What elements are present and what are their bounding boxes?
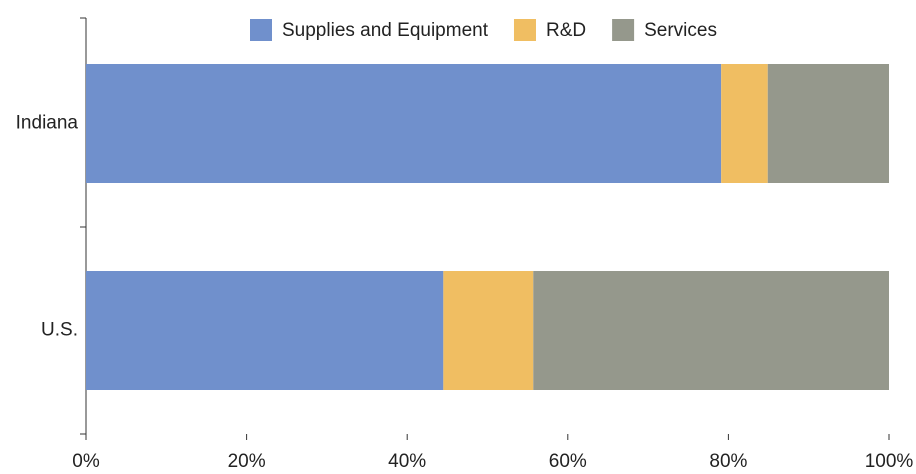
x-tick-label: 20% — [228, 451, 266, 472]
y-tick-label: Indiana — [16, 113, 79, 134]
bar-segment — [86, 271, 444, 390]
legend-swatch — [612, 19, 635, 41]
bar-segment — [721, 64, 768, 183]
bar-segment — [86, 64, 722, 183]
x-tick-label: 0% — [72, 451, 100, 472]
bar-segment — [767, 64, 889, 183]
x-tick-label: 40% — [388, 451, 426, 472]
legend-label: Supplies and Equipment — [282, 20, 489, 41]
x-tick-label: 100% — [865, 451, 914, 472]
legend-label: R&D — [546, 20, 586, 41]
legend-label: Services — [644, 20, 717, 41]
x-tick-label: 60% — [549, 451, 587, 472]
bar-segment — [443, 271, 534, 390]
legend-swatch — [250, 19, 272, 41]
y-tick-label: U.S. — [41, 320, 78, 341]
bar-segment — [533, 271, 889, 390]
x-tick-label: 80% — [709, 451, 747, 472]
legend-swatch — [513, 19, 536, 41]
